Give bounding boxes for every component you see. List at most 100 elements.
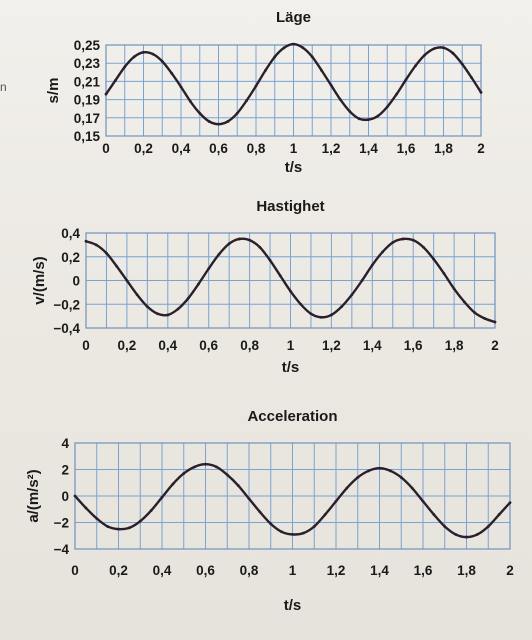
data-point — [95, 517, 99, 520]
data-point — [160, 59, 164, 63]
data-point — [151, 52, 155, 56]
x-tick-label: 1,4 — [370, 563, 389, 578]
x-tick-label: 1,8 — [445, 338, 464, 353]
data-point — [388, 469, 392, 473]
plot-frame — [85, 232, 496, 329]
data-point — [410, 486, 414, 490]
chart-title: Läge — [276, 9, 311, 26]
x-tick-label: 0 — [71, 563, 79, 578]
data-point — [395, 92, 399, 96]
data-point — [442, 271, 446, 275]
data-point — [291, 533, 294, 536]
y-tick-label: 2 — [61, 463, 69, 478]
data-point — [350, 293, 354, 297]
data-point — [142, 50, 145, 54]
data-point — [225, 473, 229, 477]
data-point — [207, 267, 211, 271]
data-point — [340, 305, 344, 309]
x-tick-label: 1 — [289, 563, 297, 578]
data-point — [188, 100, 192, 103]
data-point — [486, 525, 490, 528]
data-point — [127, 526, 131, 530]
data-point — [104, 92, 108, 96]
x-tick-label: 0,6 — [199, 338, 218, 353]
data-point — [432, 513, 436, 516]
y-tick-label: 0,23 — [74, 56, 101, 71]
data-point — [248, 238, 252, 242]
data-point — [156, 312, 159, 316]
x-tick-label: 0,2 — [134, 141, 153, 156]
chart-title: Hastighet — [256, 198, 324, 215]
y-tick-label: −2 — [54, 516, 69, 531]
data-point — [268, 258, 272, 262]
data-point — [160, 495, 164, 499]
data-point — [479, 90, 483, 94]
x-tick-label: 0,8 — [240, 563, 259, 578]
data-point — [367, 118, 370, 122]
x-tick-label: 1,6 — [404, 338, 423, 353]
data-point — [125, 279, 129, 282]
data-point — [94, 243, 98, 247]
data-point — [309, 312, 313, 316]
data-point — [145, 305, 149, 309]
data-point — [391, 241, 395, 244]
data-point — [207, 120, 211, 123]
data-point — [258, 510, 262, 514]
x-tick-label: 0,2 — [109, 563, 128, 578]
data-point — [84, 506, 88, 510]
y-tick-label: 0,17 — [74, 111, 100, 126]
data-point — [217, 122, 220, 126]
x-tick-label: 1,8 — [434, 141, 453, 156]
data-point — [226, 120, 230, 123]
data-point — [278, 274, 282, 278]
data-point — [385, 105, 389, 109]
data-point — [117, 527, 120, 531]
data-point — [508, 501, 512, 505]
x-tick-label: 0,4 — [153, 563, 172, 578]
data-point — [423, 53, 427, 57]
data-point — [357, 117, 361, 121]
data-point — [299, 302, 303, 306]
x-axis-label: t/s — [284, 597, 302, 614]
data-point — [138, 519, 142, 523]
x-tick-label: 0 — [82, 338, 90, 353]
data-point — [227, 242, 231, 246]
x-tick-label: 0 — [102, 141, 110, 156]
x-tick-label: 1,2 — [327, 563, 346, 578]
x-tick-label: 1,8 — [457, 563, 476, 578]
data-point — [330, 313, 333, 317]
data-point — [280, 530, 284, 534]
data-point — [399, 476, 403, 479]
data-point — [454, 533, 458, 536]
y-tick-label: 0 — [61, 489, 69, 504]
y-tick-label: 0,4 — [61, 226, 80, 241]
data-point — [360, 279, 364, 282]
data-point — [483, 317, 487, 320]
chart-3: Acceleration 0 0,2 0,4 0,6 0,8 1 1,2 1,4 1,6 1,8 2 −… — [25, 408, 514, 614]
data-point — [319, 315, 323, 319]
data-point — [411, 238, 415, 242]
y-tick-label: 0,21 — [74, 74, 101, 89]
data-point — [237, 237, 241, 241]
data-point — [381, 250, 384, 254]
data-point — [258, 245, 262, 249]
data-point — [462, 300, 466, 304]
chart-title: Acceleration — [247, 408, 337, 425]
x-tick-label: 2 — [506, 563, 514, 578]
data-point — [166, 313, 170, 317]
x-tick-label: 0,6 — [196, 563, 215, 578]
data-point — [323, 513, 327, 516]
data-point — [356, 476, 360, 479]
data-point — [452, 287, 456, 291]
y-axis-label: s/m — [45, 78, 62, 104]
x-tick-label: 0,4 — [158, 338, 177, 353]
data-point — [348, 110, 352, 113]
data-point — [235, 111, 239, 115]
data-point — [310, 55, 314, 59]
data-point — [338, 98, 342, 101]
data-point — [113, 79, 117, 82]
data-point — [115, 264, 119, 268]
data-point — [460, 62, 464, 66]
